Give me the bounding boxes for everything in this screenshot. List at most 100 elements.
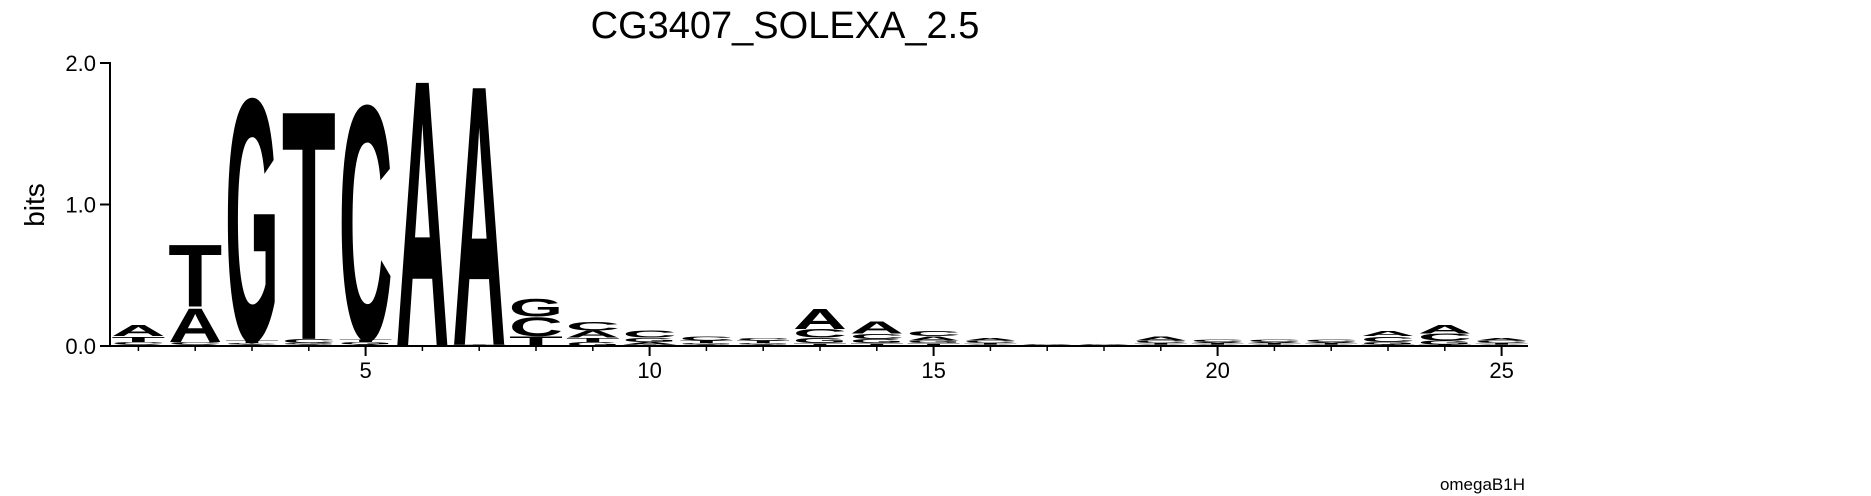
logo-letter: G <box>282 343 336 345</box>
logo-letter: T <box>1304 343 1358 345</box>
logo-letter: A <box>1361 329 1415 338</box>
logo-letter: C <box>1361 335 1415 344</box>
logo-letter: A <box>1418 323 1472 336</box>
logo-letter: T <box>1247 343 1301 345</box>
logo-letter: A <box>1304 341 1358 343</box>
logo-letter: A <box>452 8 506 425</box>
logo-letter: T <box>566 337 620 343</box>
logo-letter: G <box>736 343 790 345</box>
logo-letter: T <box>225 340 279 344</box>
logo-letter: A <box>1475 337 1529 341</box>
logo-letter: G <box>1475 344 1529 346</box>
logo-letter: A <box>850 317 904 337</box>
logo-letter: C <box>168 341 222 345</box>
logo-letter: C <box>509 312 563 342</box>
logo-letter: C <box>623 329 677 340</box>
logo-letter: C <box>1020 344 1074 345</box>
logo-letter: A <box>225 344 279 346</box>
logo-letter: T <box>111 335 165 344</box>
logo-letter: G <box>793 336 847 345</box>
logo-letter: A <box>1134 335 1188 341</box>
logo-letter: A <box>1247 341 1301 343</box>
logo-letter: G <box>1418 339 1472 345</box>
logo-letter: C <box>1134 340 1188 344</box>
logo-letter: C <box>907 329 961 338</box>
logo-letter: T <box>339 338 393 342</box>
logo-letter: T <box>1418 344 1472 346</box>
logo-letter: G <box>1020 345 1074 346</box>
logo-letter: A <box>736 344 790 346</box>
logo-letter: T <box>679 340 733 344</box>
x-tick-label: 5 <box>359 358 371 383</box>
y-tick-label: 0.0 <box>65 334 96 359</box>
logo-letter: C <box>736 337 790 341</box>
logo-letter: C <box>1475 340 1529 344</box>
logo-letter: T <box>509 334 563 349</box>
logo-letter: A <box>963 337 1017 341</box>
x-tick-label: 25 <box>1489 358 1513 383</box>
logo-letter: C <box>339 34 393 410</box>
logo-letter: T <box>907 343 961 347</box>
logo-letter: C <box>1247 338 1301 342</box>
logo-letter: C <box>282 338 336 344</box>
logo-letter: G <box>1247 344 1301 346</box>
x-tick-label: 15 <box>921 358 945 383</box>
logo-letter: A <box>1077 344 1131 345</box>
logo-letter: A <box>566 329 620 340</box>
logo-letter: C <box>566 320 620 333</box>
logo-letter: T <box>452 344 506 346</box>
logo-letter: A <box>907 335 961 341</box>
logo-letter: G <box>679 343 733 345</box>
logo-letter: T <box>793 343 847 347</box>
logo-letter: A <box>339 344 393 346</box>
footer: omegaB1H <box>1440 475 1525 494</box>
logo-letter: A <box>679 344 733 346</box>
logo-letter: T <box>1020 345 1074 346</box>
logo-letter: G <box>225 27 279 415</box>
logo-letter: C <box>1304 338 1358 342</box>
logo-letter: C <box>225 343 279 345</box>
logo-letter: T <box>736 340 790 344</box>
logo-letter: A <box>111 322 165 339</box>
chart-title: CG3407_SOLEXA_2.5 <box>591 5 980 47</box>
logo-letter: C <box>1418 332 1472 343</box>
logo-letter: G <box>566 341 620 347</box>
logo-letter: C <box>1077 344 1131 345</box>
logo-letter: A <box>1191 341 1245 343</box>
logo-letter: G <box>1361 341 1415 345</box>
x-tick-label: 10 <box>637 358 661 383</box>
logo-letter: C <box>679 335 733 341</box>
logo-letter: G <box>168 344 222 346</box>
logo-letter: A <box>793 303 847 335</box>
logo-letter: T <box>623 344 677 346</box>
logo-letter: C <box>111 341 165 345</box>
logo-letter: A <box>1020 344 1074 345</box>
logo-letter: G <box>339 341 393 345</box>
logo-letter: G <box>623 337 677 343</box>
logo-letter: G <box>1077 345 1131 346</box>
logo-letter: T <box>1077 345 1131 346</box>
logo-letter: G <box>111 344 165 346</box>
logo-letter: G <box>1134 344 1188 346</box>
y-tick-label: 2.0 <box>65 51 96 76</box>
logo-letter: G <box>850 338 904 344</box>
logo-letter: A <box>395 1 449 428</box>
logo-letter: G <box>907 340 961 344</box>
logo-letter: T <box>1134 343 1188 345</box>
logo-letter: C <box>850 332 904 341</box>
logo-letter: G <box>1304 344 1358 346</box>
logo-letter: A <box>282 344 336 346</box>
logo-letter: C <box>1191 338 1245 342</box>
x-tick-label: 20 <box>1205 358 1229 383</box>
logo-letter: T <box>282 43 336 409</box>
y-axis-label: bits <box>19 183 50 227</box>
logo-letter: G <box>509 294 563 322</box>
logo-letter: T <box>1191 343 1245 345</box>
logo-letter: A <box>168 298 222 352</box>
logo-letter: G <box>963 344 1017 346</box>
logo-letter: A <box>623 341 677 345</box>
logo-letter: T <box>168 226 222 326</box>
logo-letter: C <box>793 327 847 340</box>
logo-letter: T <box>850 343 904 347</box>
